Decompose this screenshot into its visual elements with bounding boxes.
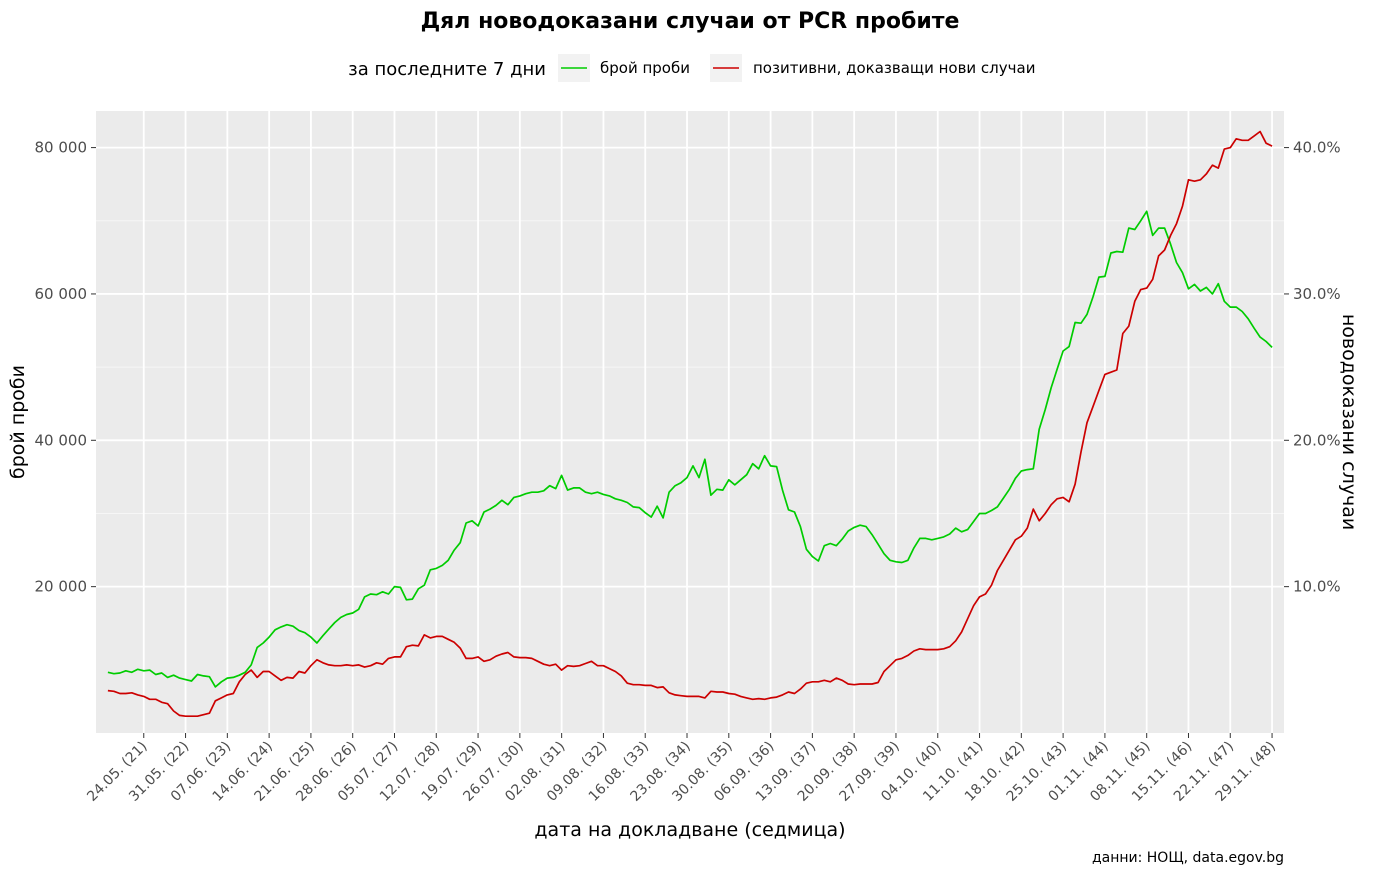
y-tick-label: 20 000 bbox=[35, 578, 88, 596]
legend-title: за последните 7 дни bbox=[348, 59, 546, 80]
y-axis-right: 10.0% 20.0% 30.0% 40.0% bbox=[1284, 139, 1341, 596]
series-line-positive bbox=[107, 130, 1273, 718]
legend-label-tests: брой проби bbox=[600, 59, 690, 77]
legend: за последните 7 дни брой проби позитивни… bbox=[348, 54, 1035, 82]
y2-tick-label: 10.0% bbox=[1293, 578, 1341, 596]
y2-axis-title: новодоказани случаи bbox=[1338, 314, 1360, 530]
y-axis-left: 20 000 40 000 60 000 80 000 bbox=[35, 139, 96, 596]
series-layer bbox=[107, 130, 1273, 718]
series-line-tests bbox=[107, 210, 1273, 688]
y-tick-label: 40 000 bbox=[35, 431, 88, 449]
y2-tick-label: 40.0% bbox=[1293, 139, 1341, 157]
y2-tick-label: 30.0% bbox=[1293, 285, 1341, 303]
legend-label-positive: позитивни, доказващи нови случаи bbox=[753, 59, 1035, 77]
y2-tick-label: 20.0% bbox=[1293, 431, 1341, 449]
plot-panel bbox=[96, 111, 1284, 733]
y-tick-label: 80 000 bbox=[35, 139, 88, 157]
grid bbox=[96, 111, 1284, 733]
x-axis: 24.05. (21)31.05. (22)07.06. (23)14.06. … bbox=[84, 733, 1279, 805]
x-axis-title: дата на докладване (седмица) bbox=[534, 819, 845, 841]
caption: данни: НОЩ, data.egov.bg bbox=[1092, 850, 1284, 866]
y-tick-label: 60 000 bbox=[35, 285, 88, 303]
y-axis-title: брой проби bbox=[7, 365, 29, 479]
chart-title: Дял новодоказани случаи от PCR пробите bbox=[421, 9, 960, 34]
